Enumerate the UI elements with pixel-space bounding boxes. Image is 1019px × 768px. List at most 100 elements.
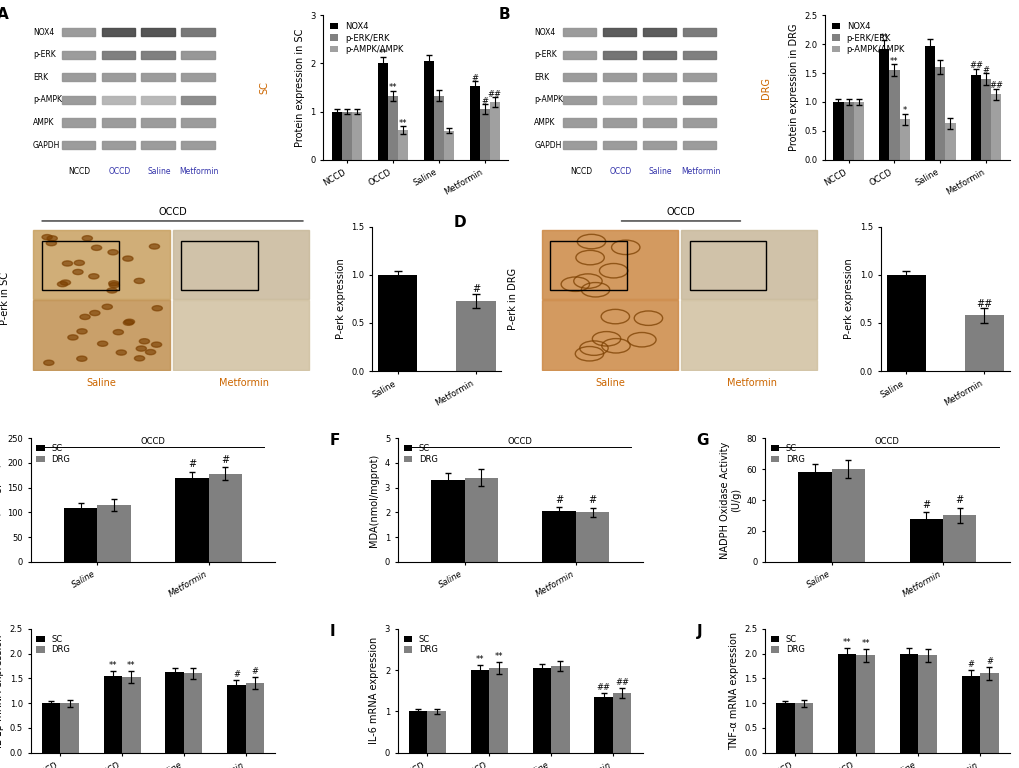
Legend: SC, DRG: SC, DRG — [768, 633, 806, 656]
Text: NCCD: NCCD — [68, 167, 91, 176]
Text: **: ** — [398, 118, 407, 127]
Bar — [409, 711, 427, 753]
Circle shape — [98, 341, 108, 346]
Bar — [899, 119, 909, 160]
Bar — [469, 86, 479, 160]
Bar — [642, 51, 676, 59]
Bar — [943, 515, 975, 562]
Bar — [387, 96, 397, 160]
Circle shape — [109, 281, 119, 286]
Legend: SC, DRG: SC, DRG — [768, 442, 806, 465]
Legend: SC, DRG: SC, DRG — [35, 442, 72, 465]
Y-axis label: Protein expression in SC: Protein expression in SC — [294, 28, 305, 147]
Bar — [979, 674, 998, 753]
Text: #: # — [554, 495, 562, 505]
Circle shape — [135, 356, 145, 361]
Bar — [830, 469, 864, 562]
Text: #: # — [588, 495, 596, 505]
Legend: NOX4, p-ERK/ERK, p-AMPK/AMPK: NOX4, p-ERK/ERK, p-AMPK/AMPK — [327, 19, 406, 57]
Text: P-erk in DRG: P-erk in DRG — [508, 268, 518, 330]
Bar — [34, 230, 169, 299]
Circle shape — [60, 280, 70, 285]
Bar — [427, 711, 445, 753]
Text: **: ** — [127, 661, 136, 670]
Circle shape — [76, 356, 87, 361]
Bar — [142, 141, 174, 149]
Bar — [550, 666, 569, 753]
Bar — [102, 141, 135, 149]
Bar — [61, 118, 95, 127]
Bar — [970, 74, 980, 160]
Bar — [683, 74, 715, 81]
Bar — [104, 676, 122, 753]
Text: OCCD: OCCD — [141, 437, 165, 446]
Circle shape — [92, 245, 102, 250]
Text: OCCD: OCCD — [507, 437, 532, 446]
Text: G: G — [696, 433, 708, 449]
Bar — [681, 300, 816, 369]
Text: Saline: Saline — [148, 167, 171, 176]
Y-axis label: TNF-α mRNA expression: TNF-α mRNA expression — [728, 632, 738, 750]
Text: #: # — [221, 455, 229, 465]
Text: Metformin: Metformin — [681, 167, 719, 176]
Text: ERK: ERK — [534, 73, 549, 82]
Bar — [42, 703, 60, 753]
Bar — [602, 51, 636, 59]
Text: DRG: DRG — [760, 77, 769, 98]
Bar — [489, 668, 507, 753]
Circle shape — [76, 329, 87, 334]
Circle shape — [135, 278, 145, 283]
Bar — [843, 102, 853, 160]
Bar — [964, 316, 1003, 371]
Bar — [142, 51, 174, 59]
Bar — [102, 74, 135, 81]
Bar — [181, 141, 214, 149]
Bar — [175, 478, 209, 562]
Bar — [64, 508, 97, 562]
Circle shape — [109, 283, 119, 288]
Bar — [683, 118, 715, 127]
Bar — [97, 505, 130, 562]
Bar — [377, 62, 387, 160]
Circle shape — [68, 335, 78, 340]
Bar — [683, 28, 715, 36]
Text: Saline: Saline — [648, 167, 672, 176]
Circle shape — [108, 250, 118, 255]
Y-axis label: NADPH Oxidase Activity
(U/g): NADPH Oxidase Activity (U/g) — [718, 442, 741, 558]
Bar — [683, 51, 715, 59]
Bar — [794, 703, 812, 753]
Bar — [562, 74, 596, 81]
Bar — [612, 693, 631, 753]
Text: #: # — [481, 97, 488, 106]
Bar — [181, 118, 214, 127]
Bar — [683, 141, 715, 149]
Text: p-ERK: p-ERK — [33, 51, 55, 59]
Text: NOX4: NOX4 — [534, 28, 555, 37]
Bar — [142, 28, 174, 36]
Bar — [172, 230, 309, 299]
Circle shape — [74, 260, 85, 266]
Bar — [61, 51, 95, 59]
Bar — [246, 684, 264, 753]
Text: #: # — [985, 657, 991, 666]
Text: ##: ## — [975, 299, 991, 309]
Bar — [489, 102, 499, 160]
Text: **: ** — [879, 32, 888, 41]
Bar — [909, 518, 943, 562]
Text: ##: ## — [988, 81, 1003, 90]
Bar — [397, 130, 408, 160]
Bar — [961, 676, 979, 753]
Text: Metformin: Metformin — [218, 379, 268, 389]
Circle shape — [47, 236, 57, 241]
Circle shape — [124, 319, 135, 324]
Bar — [122, 677, 141, 753]
Text: #: # — [472, 284, 480, 294]
Text: GAPDH: GAPDH — [534, 141, 561, 150]
Bar — [602, 141, 636, 149]
Bar — [102, 118, 135, 127]
Circle shape — [90, 310, 100, 316]
Bar — [542, 511, 576, 562]
Circle shape — [89, 273, 99, 279]
Bar — [471, 670, 489, 753]
Bar — [838, 654, 856, 753]
